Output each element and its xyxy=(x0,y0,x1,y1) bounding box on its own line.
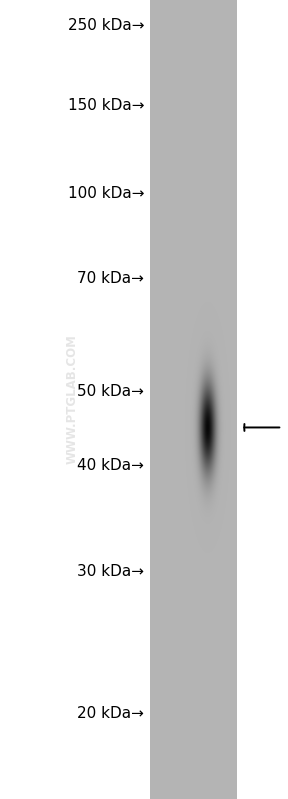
Text: 40 kDa→: 40 kDa→ xyxy=(77,458,144,472)
Text: 150 kDa→: 150 kDa→ xyxy=(67,98,144,113)
Bar xyxy=(150,0,154,799)
Text: 50 kDa→: 50 kDa→ xyxy=(77,384,144,399)
Text: 20 kDa→: 20 kDa→ xyxy=(77,706,144,721)
Text: 70 kDa→: 70 kDa→ xyxy=(77,271,144,285)
Bar xyxy=(232,0,236,799)
Text: WWW.PTGLAB.COM: WWW.PTGLAB.COM xyxy=(65,335,79,464)
Text: 100 kDa→: 100 kDa→ xyxy=(67,186,144,201)
Text: 30 kDa→: 30 kDa→ xyxy=(77,564,144,578)
Bar xyxy=(150,0,236,799)
Text: 250 kDa→: 250 kDa→ xyxy=(67,18,144,33)
